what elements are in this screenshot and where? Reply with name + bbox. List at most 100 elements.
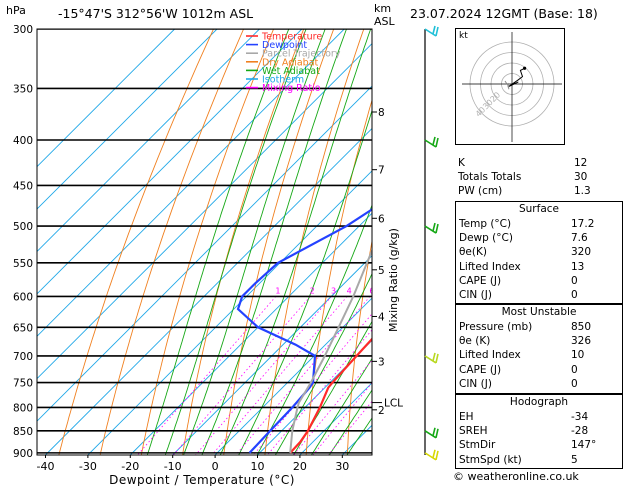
plot-frame — [36, 28, 373, 456]
mu-value: 850 — [571, 321, 592, 333]
mu-label: Lifted Index — [459, 349, 521, 362]
mixing-ratio-label: 3 — [331, 286, 336, 295]
surface-label: Lifted Index — [459, 260, 521, 273]
wind-barb — [424, 222, 439, 234]
isotherm-line — [37, 29, 303, 295]
indices-table: K 12 Totals Totals 30 PW (cm) 1.3 — [455, 156, 623, 199]
pressure-tick-label: 400 — [13, 135, 33, 147]
wind-barb — [424, 136, 439, 148]
index-label: Totals Totals — [458, 171, 522, 184]
isotherm-line — [129, 212, 372, 455]
pressure-tick-label: 500 — [13, 221, 33, 233]
pressure-tick-label: 650 — [13, 322, 33, 334]
surface-row: Lifted Index 13 — [456, 260, 620, 274]
index-value: 12 — [574, 157, 588, 169]
isotherm-line — [37, 29, 218, 210]
wet-adiabat-line — [292, 320, 372, 455]
pressure-tick-label: 550 — [13, 258, 33, 270]
mu-row: CIN (J) 0 — [456, 377, 620, 391]
mixing-ratio-line — [195, 296, 332, 455]
mixing-ratio-line — [235, 296, 371, 455]
isotherm-line — [37, 29, 175, 168]
hodograph-table: EH -34 SREH -28 StmDir 147° StmSpd (kt) 5 — [456, 410, 620, 467]
hodograph-box: Hodograph EH -34 SREH -28 StmDir 147° StmSp… — [455, 394, 623, 469]
wind-barb — [424, 449, 439, 461]
isotherm-line — [299, 382, 372, 455]
storm-motion-marker — [504, 80, 510, 90]
mixing-ratio-line — [266, 329, 372, 455]
mu-label: CAPE (J) — [459, 363, 502, 376]
parcel-trajectory-line — [289, 248, 372, 453]
index-row: PW (cm) 1.3 — [455, 184, 623, 198]
surface-title: Surface — [518, 203, 559, 215]
index-label: PW (cm) — [458, 185, 503, 198]
pressure-tick-label: 750 — [13, 378, 33, 390]
legend-item-label: Mixing Ratio — [262, 83, 321, 94]
hodo-value: -28 — [571, 425, 589, 438]
isotherm-line — [257, 339, 372, 455]
legend-item-label: Dry Adiabat — [262, 57, 319, 68]
wind-barb-shape — [424, 449, 439, 461]
pressure-tick-label: 800 — [13, 402, 33, 414]
hodograph-end-dot — [523, 66, 527, 70]
mixing-ratio-label: 6 — [369, 286, 374, 295]
wind-barb — [424, 25, 439, 37]
wind-barb — [424, 352, 439, 364]
mu-row: CAPE (J) 0 — [456, 363, 620, 377]
mixing-ratio-label: 20 — [440, 286, 450, 295]
temperature-line — [289, 337, 372, 454]
isotherm-line — [37, 85, 372, 422]
height-unit-label: km ASL — [374, 2, 395, 28]
surface-value: 0 — [571, 289, 578, 302]
wind-barb-shape — [424, 222, 439, 234]
mu-label: Pressure (mb) — [459, 321, 533, 333]
surface-row: CIN (J) 0 — [456, 288, 620, 302]
pressure-tick-label: 300 — [13, 24, 33, 36]
wind-barb-shape — [424, 136, 439, 148]
surface-value: 13 — [571, 260, 585, 273]
hodo-label: StmSpd (kt) — [459, 453, 522, 466]
legend-item-label: Parcel Trajectory — [262, 49, 341, 60]
surface-table: Temp (°C) 17.2 Dewp (°C) 7.6 θe(K) 320 Lift… — [456, 217, 620, 302]
hodo-value: 5 — [571, 453, 578, 466]
dry-adiabat-line — [182, 29, 305, 455]
location-label: -15°47'S 312°56'W 1012m ASL — [58, 6, 254, 21]
mu-value: 0 — [571, 377, 578, 390]
isotherm-line — [172, 255, 372, 455]
mixing-ratio-label: 15 — [422, 286, 432, 295]
dry-adiabat-line — [430, 29, 452, 457]
mu-row: θe (K) 326 — [456, 334, 620, 348]
legend-item-label: Dewpoint — [262, 40, 307, 51]
surface-label: CAPE (J) — [459, 274, 502, 287]
temperature-tick-label: 20 — [293, 460, 307, 473]
index-value: 1.3 — [574, 185, 591, 198]
height-unit-line1: km — [374, 2, 392, 15]
temperature-tick-label: -40 — [36, 460, 54, 473]
mu-label: CIN (J) — [459, 377, 492, 390]
dry-adiabat-line — [305, 98, 372, 455]
pressure-tick-label: 700 — [13, 351, 33, 363]
datetime-label: 23.07.2024 12GMT (Base: 18) — [410, 6, 598, 21]
legend-item-label: Temperature — [261, 32, 322, 43]
surface-value: 320 — [571, 246, 592, 259]
mu-value: 10 — [571, 349, 585, 362]
dry-adiabat-line — [223, 29, 335, 455]
skew-t-diagram: 1234681015202530035040045050055060065070… — [13, 24, 452, 486]
lcl-label: LCL — [384, 398, 403, 410]
most-unstable-box: Most Unstable Pressure (mb) 850 θe (K) 326… — [455, 304, 623, 394]
temperature-tick-label: -10 — [164, 460, 182, 473]
surface-box: Surface Temp (°C) 17.2 Dewp (°C) 7.6 θe(K)… — [455, 201, 623, 304]
wind-barb — [424, 427, 439, 439]
pressure-tick-label: 450 — [13, 180, 33, 192]
height-unit-line2: ASL — [374, 15, 395, 28]
temperature-tick-label: -30 — [79, 460, 97, 473]
hodograph-unit-label: kt — [459, 31, 468, 41]
surface-row: Temp (°C) 17.2 — [456, 217, 620, 231]
dry-adiabat-line — [58, 29, 214, 455]
surface-row: θe(K) 320 — [456, 245, 620, 259]
index-value: 30 — [574, 171, 588, 184]
mu-value: 326 — [571, 335, 592, 348]
legend-item-label: Isotherm — [262, 75, 304, 86]
surface-label: Dewp (°C) — [459, 232, 513, 245]
index-row: Totals Totals 30 — [455, 170, 623, 184]
